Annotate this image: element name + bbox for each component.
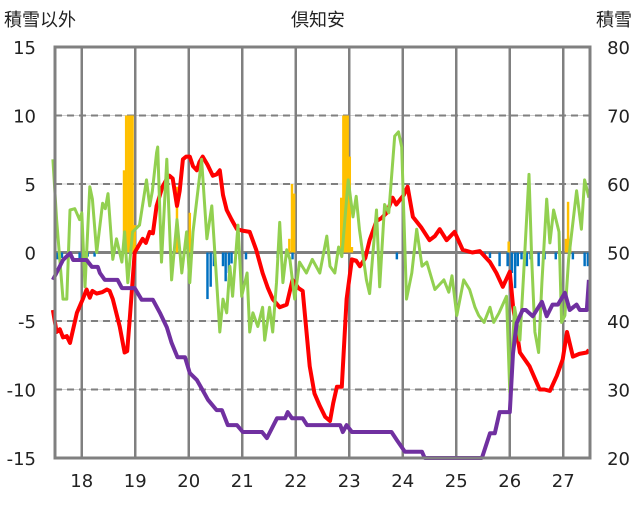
plot-frame <box>53 45 592 460</box>
negative-bar <box>554 252 557 260</box>
y-tick-right: 70 <box>607 107 630 128</box>
x-tick: 22 <box>284 471 307 492</box>
snowfall-bar <box>131 115 134 253</box>
negative-bar <box>93 252 96 257</box>
x-tick: 20 <box>177 471 200 492</box>
negative-bar <box>525 252 529 267</box>
negative-bar <box>78 252 81 258</box>
negative-bar <box>520 252 523 260</box>
negative-bar <box>583 252 586 267</box>
negative-bar <box>537 252 540 267</box>
negative-bar <box>230 252 233 264</box>
x-tick: 26 <box>498 471 521 492</box>
y-tick-right: 80 <box>607 38 630 59</box>
negative-bar <box>60 252 64 258</box>
negative-bar <box>227 252 231 274</box>
green-series-line <box>51 130 591 394</box>
negative-bar <box>516 252 520 267</box>
y-tick-left: 0 <box>25 244 36 265</box>
snowfall-bar <box>507 241 510 253</box>
snowfall-bar <box>342 115 345 253</box>
x-tick: 18 <box>70 471 93 492</box>
right-axis-label: 積雪 <box>596 10 632 31</box>
y-tick-right: 20 <box>607 449 630 470</box>
y-tick-right: 60 <box>607 175 630 196</box>
y-tick-left: 10 <box>13 107 36 128</box>
negative-bar <box>571 252 575 260</box>
y-tick-right: 50 <box>607 244 630 265</box>
snowfall-bar <box>290 184 294 253</box>
x-tick: 25 <box>445 471 468 492</box>
snowfall-bar <box>350 247 354 253</box>
left-axis-label: 積雪以外 <box>4 10 76 31</box>
negative-bar <box>244 252 248 260</box>
negative-bar <box>56 252 59 260</box>
purple-series-line <box>51 251 591 460</box>
snowfall-bar <box>344 115 347 253</box>
y-tick-left: -5 <box>18 312 36 333</box>
negative-bar <box>224 252 227 282</box>
negative-bar <box>291 252 294 260</box>
negative-bar <box>586 252 590 267</box>
x-tick: 24 <box>391 471 414 492</box>
y-tick-left: -15 <box>7 449 36 470</box>
y-tick-left: -10 <box>7 381 36 402</box>
negative-bar <box>206 252 209 300</box>
snowfall-bar <box>564 238 568 253</box>
snowfall-bar <box>122 170 126 253</box>
x-tick: 21 <box>231 471 254 492</box>
chart-title: 倶知安 <box>291 10 345 31</box>
snowfall-bar <box>129 115 132 253</box>
snowfall-bar <box>339 197 343 253</box>
snowfall-bar <box>292 193 296 253</box>
y-tick-left: 15 <box>13 38 36 59</box>
negative-bar <box>221 252 225 267</box>
x-tick: 27 <box>552 471 575 492</box>
negative-bar <box>506 252 509 267</box>
negative-bar <box>395 252 399 260</box>
negative-bar <box>209 252 212 287</box>
x-tick: 19 <box>124 471 147 492</box>
y-tick-left: 5 <box>25 175 36 196</box>
snowfall-bar <box>348 156 352 253</box>
red-series-line <box>50 154 591 423</box>
negative-bar <box>510 252 514 274</box>
snowfall-bar <box>124 115 128 253</box>
negative-bar <box>488 252 492 258</box>
snowfall-bar <box>188 212 192 253</box>
x-tick: 23 <box>338 471 361 492</box>
snowfall-bar <box>288 238 291 253</box>
negative-bar <box>498 252 501 267</box>
y-tick-right: 30 <box>607 381 630 402</box>
snowfall-bar <box>133 225 136 253</box>
negative-bar <box>513 252 517 289</box>
y-tick-right: 40 <box>607 312 630 333</box>
snowfall-bar <box>127 115 130 253</box>
snowfall-bar <box>566 201 570 253</box>
series-lines <box>50 130 591 460</box>
